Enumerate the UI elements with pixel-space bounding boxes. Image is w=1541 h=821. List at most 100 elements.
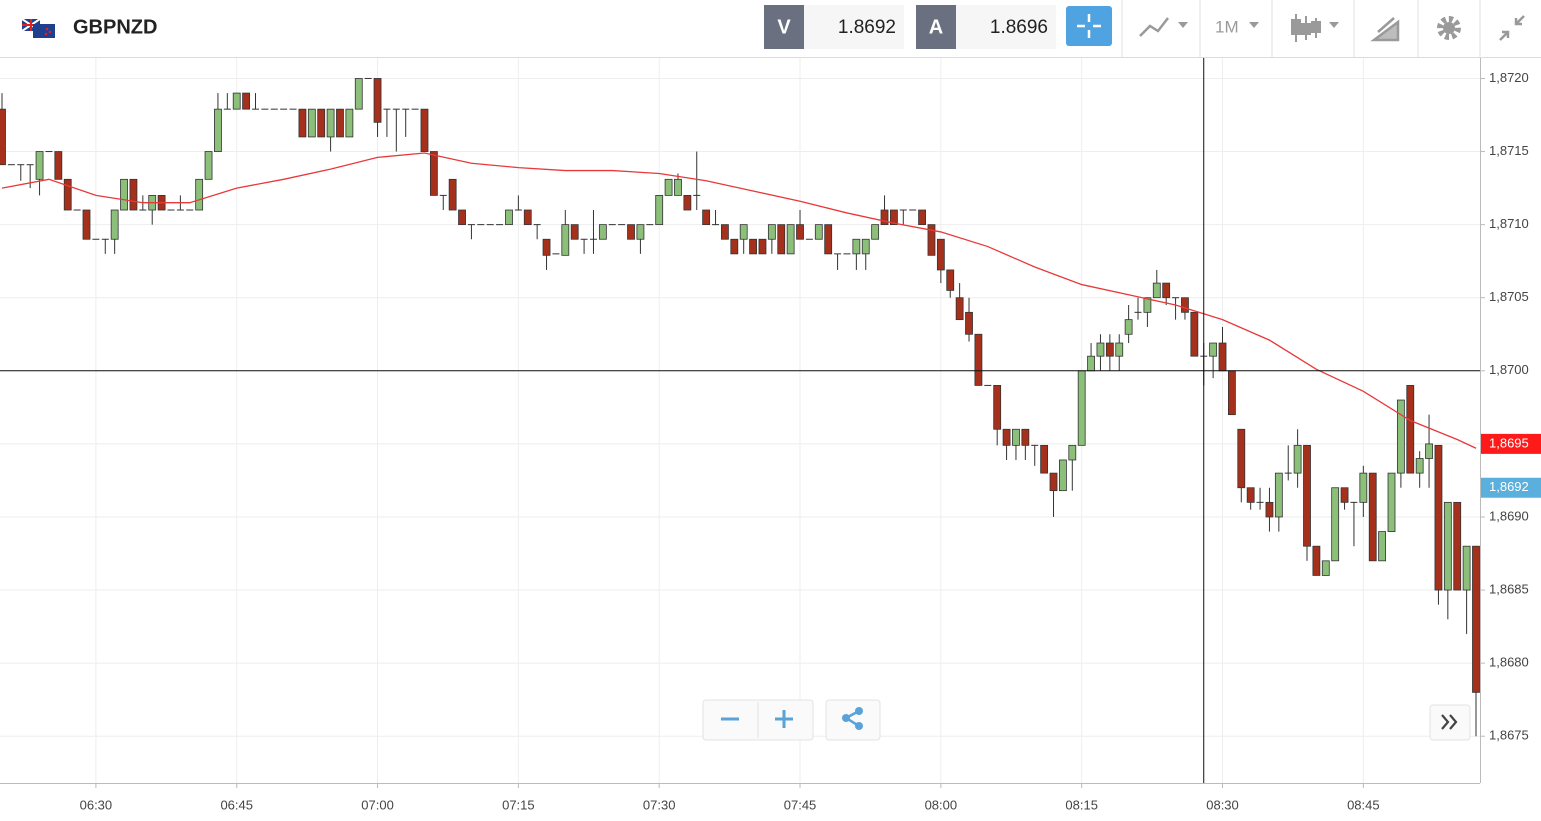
candle-body bbox=[82, 209, 91, 240]
x-tick-label: 07:30 bbox=[643, 797, 676, 812]
candle-body bbox=[523, 209, 532, 226]
candle-body bbox=[561, 224, 570, 256]
symbol: GBPNZD bbox=[73, 16, 157, 38]
candle-body bbox=[317, 108, 326, 138]
y-tick-label: 1,8685 bbox=[1489, 581, 1529, 596]
candle-body bbox=[467, 224, 475, 226]
ask-box[interactable] bbox=[956, 5, 1056, 49]
candle-body bbox=[129, 178, 138, 211]
candle-icon[interactable] bbox=[1291, 14, 1321, 42]
candle-body bbox=[505, 209, 513, 226]
y-tick-label: 1,8710 bbox=[1489, 216, 1529, 231]
x-tick-label: 07:00 bbox=[361, 797, 394, 812]
candle-body bbox=[1190, 311, 1199, 357]
candle-body bbox=[402, 108, 410, 110]
candle-body bbox=[1293, 444, 1302, 474]
candle-body bbox=[805, 238, 813, 240]
candle-body bbox=[899, 209, 907, 211]
candle-body bbox=[383, 108, 391, 110]
candle-body bbox=[204, 151, 213, 180]
dropdown-caret bbox=[1329, 22, 1339, 28]
bid-price: 1.8692 bbox=[838, 17, 896, 38]
candle-body bbox=[458, 209, 466, 226]
candle-body bbox=[852, 238, 861, 255]
candle-body bbox=[7, 164, 15, 166]
candle-body bbox=[1077, 370, 1086, 446]
settings-icon[interactable] bbox=[1437, 16, 1461, 40]
candle-body bbox=[627, 224, 635, 240]
dropdown-caret bbox=[1249, 22, 1259, 28]
candle-body bbox=[712, 224, 720, 226]
candle-body bbox=[354, 78, 363, 110]
candle-body bbox=[1406, 385, 1415, 474]
candle-body bbox=[336, 108, 344, 138]
candle-body bbox=[880, 209, 889, 226]
candle-body bbox=[552, 253, 560, 255]
candle-body bbox=[814, 224, 823, 240]
candle-body bbox=[223, 108, 231, 110]
candle-body bbox=[730, 238, 739, 255]
y-tick-label: 1,8720 bbox=[1489, 70, 1529, 85]
bid-box[interactable] bbox=[804, 5, 904, 49]
zoom-in[interactable] bbox=[775, 710, 793, 728]
candle-body bbox=[796, 224, 804, 240]
candle-body bbox=[1227, 370, 1236, 416]
ask-badge[interactable] bbox=[916, 5, 956, 49]
candle-body bbox=[1134, 311, 1142, 313]
candle-body bbox=[167, 209, 175, 211]
candle-body bbox=[1340, 487, 1349, 503]
share-button[interactable] bbox=[825, 699, 881, 741]
x-tick-label: 08:15 bbox=[1065, 797, 1098, 812]
candle-body bbox=[533, 224, 541, 226]
candle-body bbox=[1331, 487, 1340, 562]
candle-body bbox=[326, 108, 335, 138]
candle-body bbox=[280, 108, 288, 110]
candle-body bbox=[1472, 545, 1480, 693]
candle-body bbox=[1462, 545, 1471, 591]
candle-body bbox=[1068, 444, 1077, 461]
candle-body bbox=[1181, 297, 1189, 313]
price-badge-label: 1,8695 bbox=[1489, 435, 1529, 450]
candle-body bbox=[176, 209, 184, 211]
candle-body bbox=[514, 209, 522, 211]
collapse-icon[interactable] bbox=[1499, 15, 1525, 41]
candle-body bbox=[1124, 319, 1133, 335]
candle-body bbox=[195, 178, 204, 211]
candle-body bbox=[73, 209, 81, 211]
candle-body bbox=[392, 108, 400, 110]
candle-body bbox=[429, 151, 438, 196]
bid-badge[interactable] bbox=[764, 5, 804, 49]
candle-body bbox=[824, 224, 833, 255]
bid-label: V bbox=[777, 16, 791, 38]
candle-body bbox=[1040, 444, 1049, 474]
candle-body bbox=[646, 224, 654, 226]
scroll-end-button[interactable] bbox=[1429, 704, 1471, 741]
candle-body bbox=[702, 209, 711, 226]
candle-body bbox=[1021, 428, 1030, 446]
candle-body bbox=[345, 108, 354, 138]
draw-icon[interactable] bbox=[1370, 17, 1400, 42]
chart-type-icon[interactable] bbox=[1139, 17, 1169, 37]
candle-body bbox=[843, 253, 851, 255]
candle-body bbox=[0, 108, 6, 166]
crosshair-button[interactable] bbox=[1066, 6, 1112, 46]
candle-body bbox=[1387, 472, 1396, 532]
candle-body bbox=[1256, 501, 1264, 503]
candle-body bbox=[927, 224, 936, 256]
candle-body bbox=[496, 224, 504, 226]
timeframe[interactable]: 1M bbox=[1215, 17, 1239, 36]
candle-body bbox=[984, 384, 992, 386]
candle-body bbox=[608, 224, 616, 226]
candle-body bbox=[1396, 399, 1405, 474]
candle-body bbox=[1172, 297, 1180, 299]
candle-body bbox=[618, 224, 626, 226]
candle-body bbox=[251, 108, 259, 110]
ask-label: A bbox=[929, 16, 943, 38]
candle-body bbox=[1453, 501, 1462, 591]
x-tick-label: 08:00 bbox=[925, 797, 958, 812]
candle-body bbox=[965, 311, 973, 335]
candle-body bbox=[1209, 342, 1218, 357]
settings-icon-core bbox=[1443, 22, 1455, 34]
candle-body bbox=[420, 108, 429, 152]
